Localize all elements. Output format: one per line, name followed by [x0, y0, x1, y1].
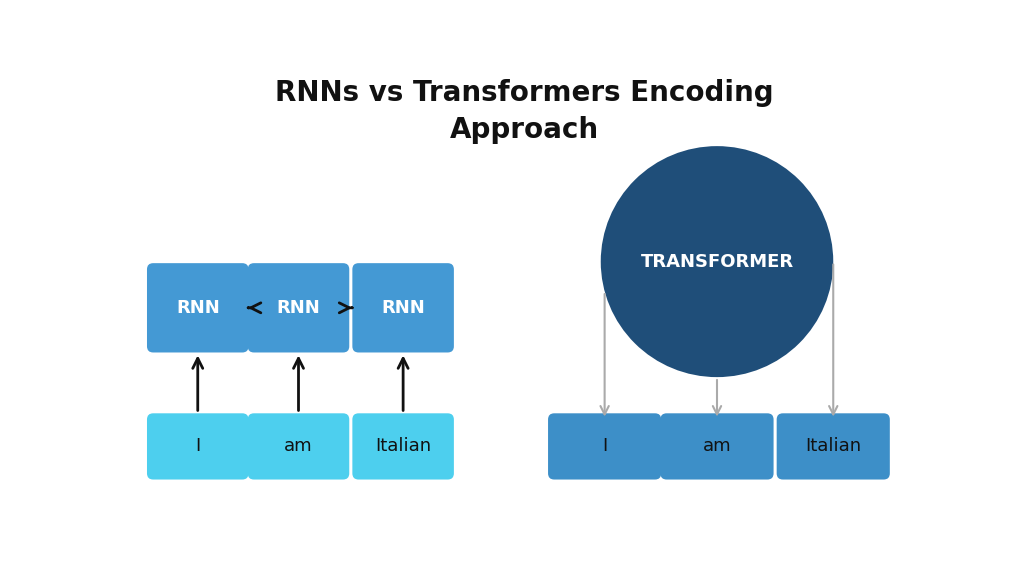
Text: RNN: RNN — [176, 299, 219, 317]
Text: RNN: RNN — [381, 299, 425, 317]
FancyBboxPatch shape — [248, 414, 349, 480]
FancyBboxPatch shape — [660, 414, 773, 480]
Text: I: I — [602, 437, 607, 456]
FancyBboxPatch shape — [248, 263, 349, 353]
Text: RNNs vs Transformers Encoding
Approach: RNNs vs Transformers Encoding Approach — [275, 79, 774, 144]
Text: am: am — [285, 437, 312, 456]
FancyBboxPatch shape — [776, 414, 890, 480]
Text: Italian: Italian — [805, 437, 861, 456]
Text: TRANSFORMER: TRANSFORMER — [640, 253, 794, 271]
FancyBboxPatch shape — [147, 414, 249, 480]
FancyBboxPatch shape — [352, 414, 454, 480]
Text: am: am — [702, 437, 731, 456]
Text: RNN: RNN — [276, 299, 321, 317]
Text: Italian: Italian — [375, 437, 431, 456]
FancyBboxPatch shape — [352, 263, 454, 353]
FancyBboxPatch shape — [147, 263, 249, 353]
FancyBboxPatch shape — [548, 414, 662, 480]
Circle shape — [601, 146, 834, 377]
Text: I: I — [196, 437, 201, 456]
